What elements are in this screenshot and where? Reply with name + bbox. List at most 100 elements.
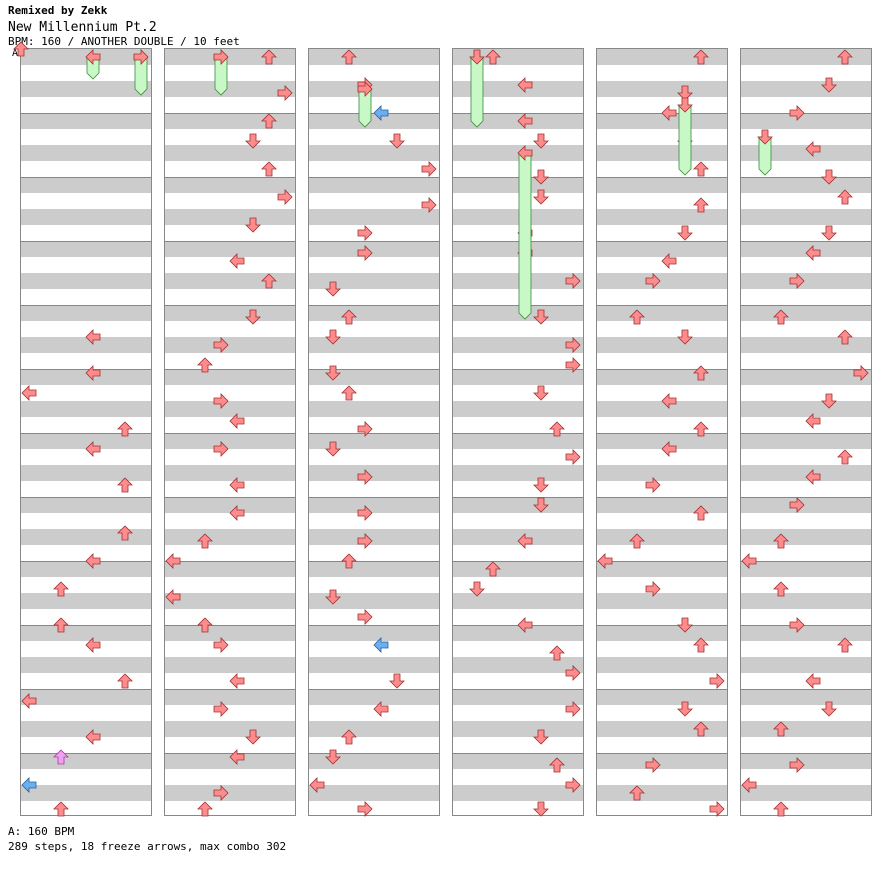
beat-stripe	[165, 273, 295, 289]
beat-stripe	[741, 241, 871, 257]
beat-stripe	[309, 401, 439, 417]
arrow-layer	[597, 49, 725, 817]
step-arrow-left-icon	[85, 553, 101, 569]
step-arrow-right-icon	[709, 673, 725, 689]
step-arrow-up-icon	[629, 309, 645, 325]
step-arrow-left-icon	[85, 365, 101, 381]
beat-stripe	[309, 241, 439, 257]
bpm-marker: A	[12, 48, 19, 59]
beat-stripe	[309, 209, 439, 225]
remixer-credit: Remixed by Zekk	[8, 4, 108, 17]
step-arrow-right-icon	[213, 441, 229, 457]
step-arrow-up-icon	[341, 49, 357, 65]
step-arrow-left-icon	[517, 617, 533, 633]
measure-line	[453, 305, 583, 306]
step-arrow-left-icon	[517, 77, 533, 93]
measure-line	[165, 241, 295, 242]
step-arrow-up-icon	[117, 673, 133, 689]
beat-stripe	[741, 465, 871, 481]
beat-stripe	[165, 689, 295, 705]
measure-line	[165, 753, 295, 754]
beat-stripe	[453, 625, 583, 641]
step-arrow-right-icon	[357, 533, 373, 549]
beat-stripe	[165, 465, 295, 481]
measure-line	[453, 753, 583, 754]
beat-stripe	[597, 401, 727, 417]
step-arrow-up-icon	[549, 645, 565, 661]
beat-stripe	[309, 753, 439, 769]
step-arrow-left-icon	[661, 393, 677, 409]
step-arrow-up-icon	[693, 49, 709, 65]
chart-meta: BPM: 160 / ANOTHER DOUBLE / 10 feet	[8, 35, 240, 48]
beat-stripe	[21, 465, 151, 481]
step-arrow-right-icon	[565, 665, 581, 681]
measure-line	[309, 369, 439, 370]
beat-stripe	[309, 433, 439, 449]
beat-stripe	[21, 497, 151, 513]
beat-stripe	[741, 369, 871, 385]
measure-line	[453, 241, 583, 242]
step-arrow-left-icon	[85, 49, 101, 65]
step-arrow-up-icon	[693, 505, 709, 521]
measure-line	[741, 625, 871, 626]
arrow-layer	[13, 41, 149, 817]
step-arrow-left-icon	[85, 637, 101, 653]
step-arrow-left-icon	[805, 469, 821, 485]
beat-stripe	[453, 81, 583, 97]
measure-line	[21, 113, 151, 114]
arrow-layer	[741, 49, 869, 817]
measure-line	[21, 625, 151, 626]
beat-stripe	[165, 401, 295, 417]
measure-line	[741, 113, 871, 114]
step-arrow-right-icon	[789, 105, 805, 121]
measure-line	[741, 689, 871, 690]
beat-stripe	[597, 721, 727, 737]
step-arrow-right-icon	[789, 757, 805, 773]
measure-line	[741, 753, 871, 754]
step-arrow-right-icon	[565, 701, 581, 717]
beat-stripe	[597, 177, 727, 193]
beat-stripe	[597, 241, 727, 257]
step-arrow-left-icon	[805, 245, 821, 261]
beat-stripe	[453, 561, 583, 577]
step-arrow-right-icon	[213, 393, 229, 409]
beat-stripe	[741, 113, 871, 129]
measure-line	[21, 305, 151, 306]
step-arrow-up-icon	[341, 553, 357, 569]
song-title: New Millennium Pt.2	[8, 20, 157, 35]
beat-stripe	[165, 721, 295, 737]
measure-line	[309, 689, 439, 690]
measure-line	[597, 561, 727, 562]
measure-line	[741, 241, 871, 242]
step-arrow-down-icon	[677, 329, 693, 345]
step-arrow-right-icon	[853, 365, 869, 381]
beat-stripe	[165, 369, 295, 385]
beat-stripe	[741, 49, 871, 65]
beat-stripe	[309, 625, 439, 641]
beat-stripe	[21, 625, 151, 641]
step-arrow-up-icon	[693, 637, 709, 653]
measure-line	[597, 625, 727, 626]
beat-stripe	[597, 433, 727, 449]
beat-stripe	[741, 145, 871, 161]
beat-stripe	[21, 305, 151, 321]
measure-line	[741, 497, 871, 498]
step-arrow-down-icon	[325, 589, 341, 605]
measure-line	[21, 241, 151, 242]
beat-stripe	[165, 561, 295, 577]
measure-line	[309, 241, 439, 242]
measure-line	[165, 689, 295, 690]
beat-stripe	[309, 657, 439, 673]
beat-stripe	[21, 209, 151, 225]
step-arrow-up-icon	[261, 161, 277, 177]
step-arrow-right-icon	[565, 777, 581, 793]
beat-stripe	[453, 177, 583, 193]
measure-line	[597, 369, 727, 370]
step-arrow-left-icon	[517, 145, 533, 161]
step-arrow-up-icon	[261, 273, 277, 289]
measure-line	[597, 689, 727, 690]
step-arrow-right-icon	[277, 85, 293, 101]
step-arrow-left-icon	[597, 553, 613, 569]
step-arrow-up-icon	[693, 161, 709, 177]
measure-line	[165, 369, 295, 370]
